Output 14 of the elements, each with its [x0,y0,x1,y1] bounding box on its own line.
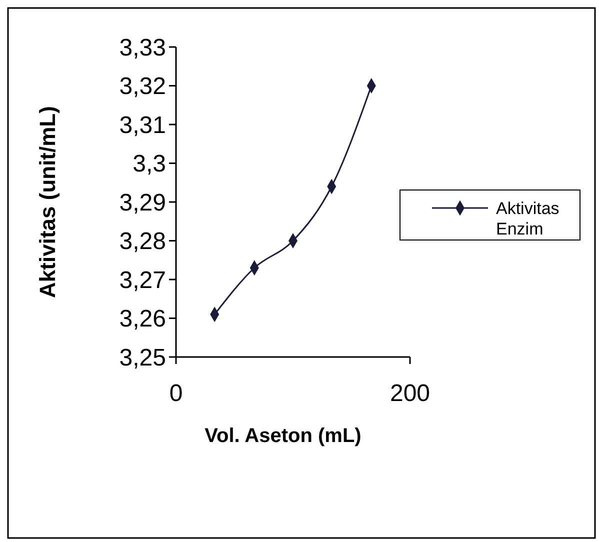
x-tick-label: 200 [390,380,430,407]
y-tick-label: 3,29 [119,189,166,216]
x-tick-label: 0 [169,380,183,407]
y-tick-label: 3,3 [132,150,166,178]
y-tick-label: 3,26 [119,306,166,333]
y-tick-label: 3,28 [119,228,166,256]
y-tick-label: 3,25 [119,344,166,372]
y-tick-label: 3,32 [119,73,166,100]
y-tick-label: 3,27 [119,266,166,294]
x-axis-title: Vol. Aseton (mL) [204,425,362,447]
y-tick-label: 3,33 [119,34,166,62]
y-axis-title: Aktivitas (unit/mL) [35,106,60,298]
legend-label: Aktivitas Enzim [496,198,560,238]
y-tick-label: 3,31 [119,112,166,139]
